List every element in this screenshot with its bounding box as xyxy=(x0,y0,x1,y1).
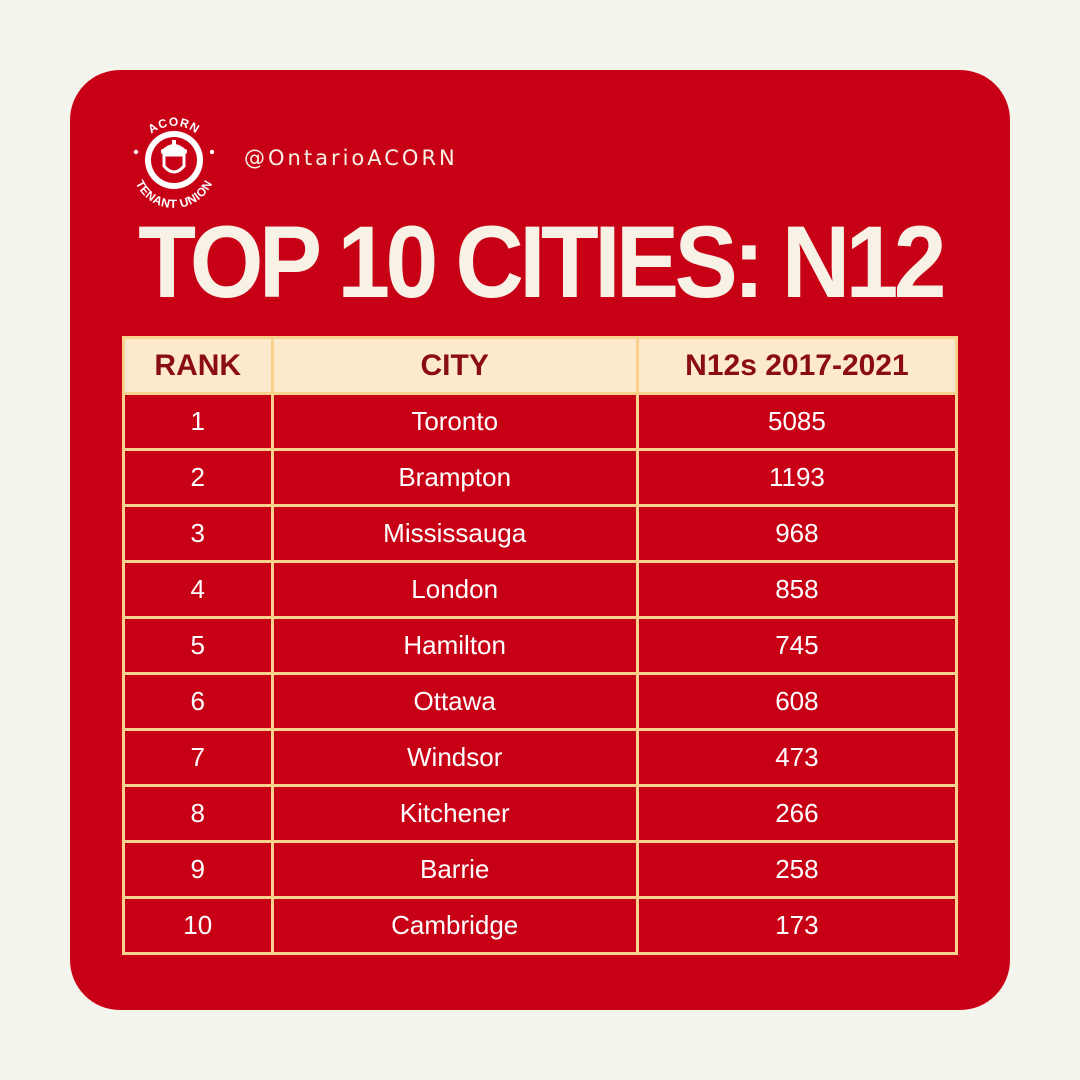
city-cell: Brampton xyxy=(270,448,639,507)
city-cell: Ottawa xyxy=(270,672,639,731)
rank-cell: 10 xyxy=(122,896,274,955)
city-cell: Kitchener xyxy=(270,784,639,843)
table-row: 9 Barrie 258 xyxy=(122,840,959,899)
table-row: 10 Cambridge 173 xyxy=(122,896,959,955)
n12-count-cell: 266 xyxy=(635,784,959,843)
svg-text:ACORN: ACORN xyxy=(145,115,202,136)
table-row: 7 Windsor 473 xyxy=(122,728,959,787)
table-row: 3 Mississauga 968 xyxy=(122,504,959,563)
table-header-row: RANK CITY N12s 2017-2021 xyxy=(122,336,959,395)
rank-cell: 2 xyxy=(122,448,274,507)
city-cell: Toronto xyxy=(270,392,639,451)
city-cell: Barrie xyxy=(270,840,639,899)
city-cell: Mississauga xyxy=(270,504,639,563)
rank-cell: 9 xyxy=(122,840,274,899)
n12-count-cell: 608 xyxy=(635,672,959,731)
rank-cell: 5 xyxy=(122,616,274,675)
rank-cell: 1 xyxy=(122,392,274,451)
table-row: 4 London 858 xyxy=(122,560,959,619)
city-cell: Windsor xyxy=(270,728,639,787)
n12-count-cell: 745 xyxy=(635,616,959,675)
rank-cell: 3 xyxy=(122,504,274,563)
rank-cell: 4 xyxy=(122,560,274,619)
n12-count-cell: 173 xyxy=(635,896,959,955)
table-row: 1 Toronto 5085 xyxy=(122,392,959,451)
n12-count-cell: 858 xyxy=(635,560,959,619)
n12-count-cell: 5085 xyxy=(635,392,959,451)
header-rank: RANK xyxy=(122,336,274,395)
rank-table: RANK CITY N12s 2017-2021 1 Toronto 5085 2 Br… xyxy=(122,336,959,955)
logo-top-text: ACORN xyxy=(145,115,201,136)
n12-count-cell: 473 xyxy=(635,728,959,787)
social-handle: @OntarioACORN xyxy=(244,146,458,170)
table-body: 1 Toronto 5085 2 Brampton 1193 3 Mississauga 968… xyxy=(122,392,959,955)
table-row: 8 Kitchener 266 xyxy=(122,784,959,843)
rank-cell: 7 xyxy=(122,728,274,787)
rank-cell: 8 xyxy=(122,784,274,843)
page-title: TOP 10 CITIES: N12 xyxy=(138,205,946,319)
header-n12s: N12s 2017-2021 xyxy=(635,336,959,395)
rank-cell: 6 xyxy=(122,672,274,731)
n12-count-cell: 258 xyxy=(635,840,959,899)
table-row: 2 Brampton 1193 xyxy=(122,448,959,507)
table-row: 5 Hamilton 745 xyxy=(122,616,959,675)
header-city: CITY xyxy=(270,336,639,395)
n12-count-cell: 1193 xyxy=(635,448,959,507)
city-cell: Hamilton xyxy=(270,616,639,675)
n12-count-cell: 968 xyxy=(635,504,959,563)
table-row: 6 Ottawa 608 xyxy=(122,672,959,731)
city-cell: London xyxy=(270,560,639,619)
acorn-tenant-union-logo: ACORN TENANT UNION xyxy=(133,115,215,211)
city-cell: Cambridge xyxy=(270,896,639,955)
